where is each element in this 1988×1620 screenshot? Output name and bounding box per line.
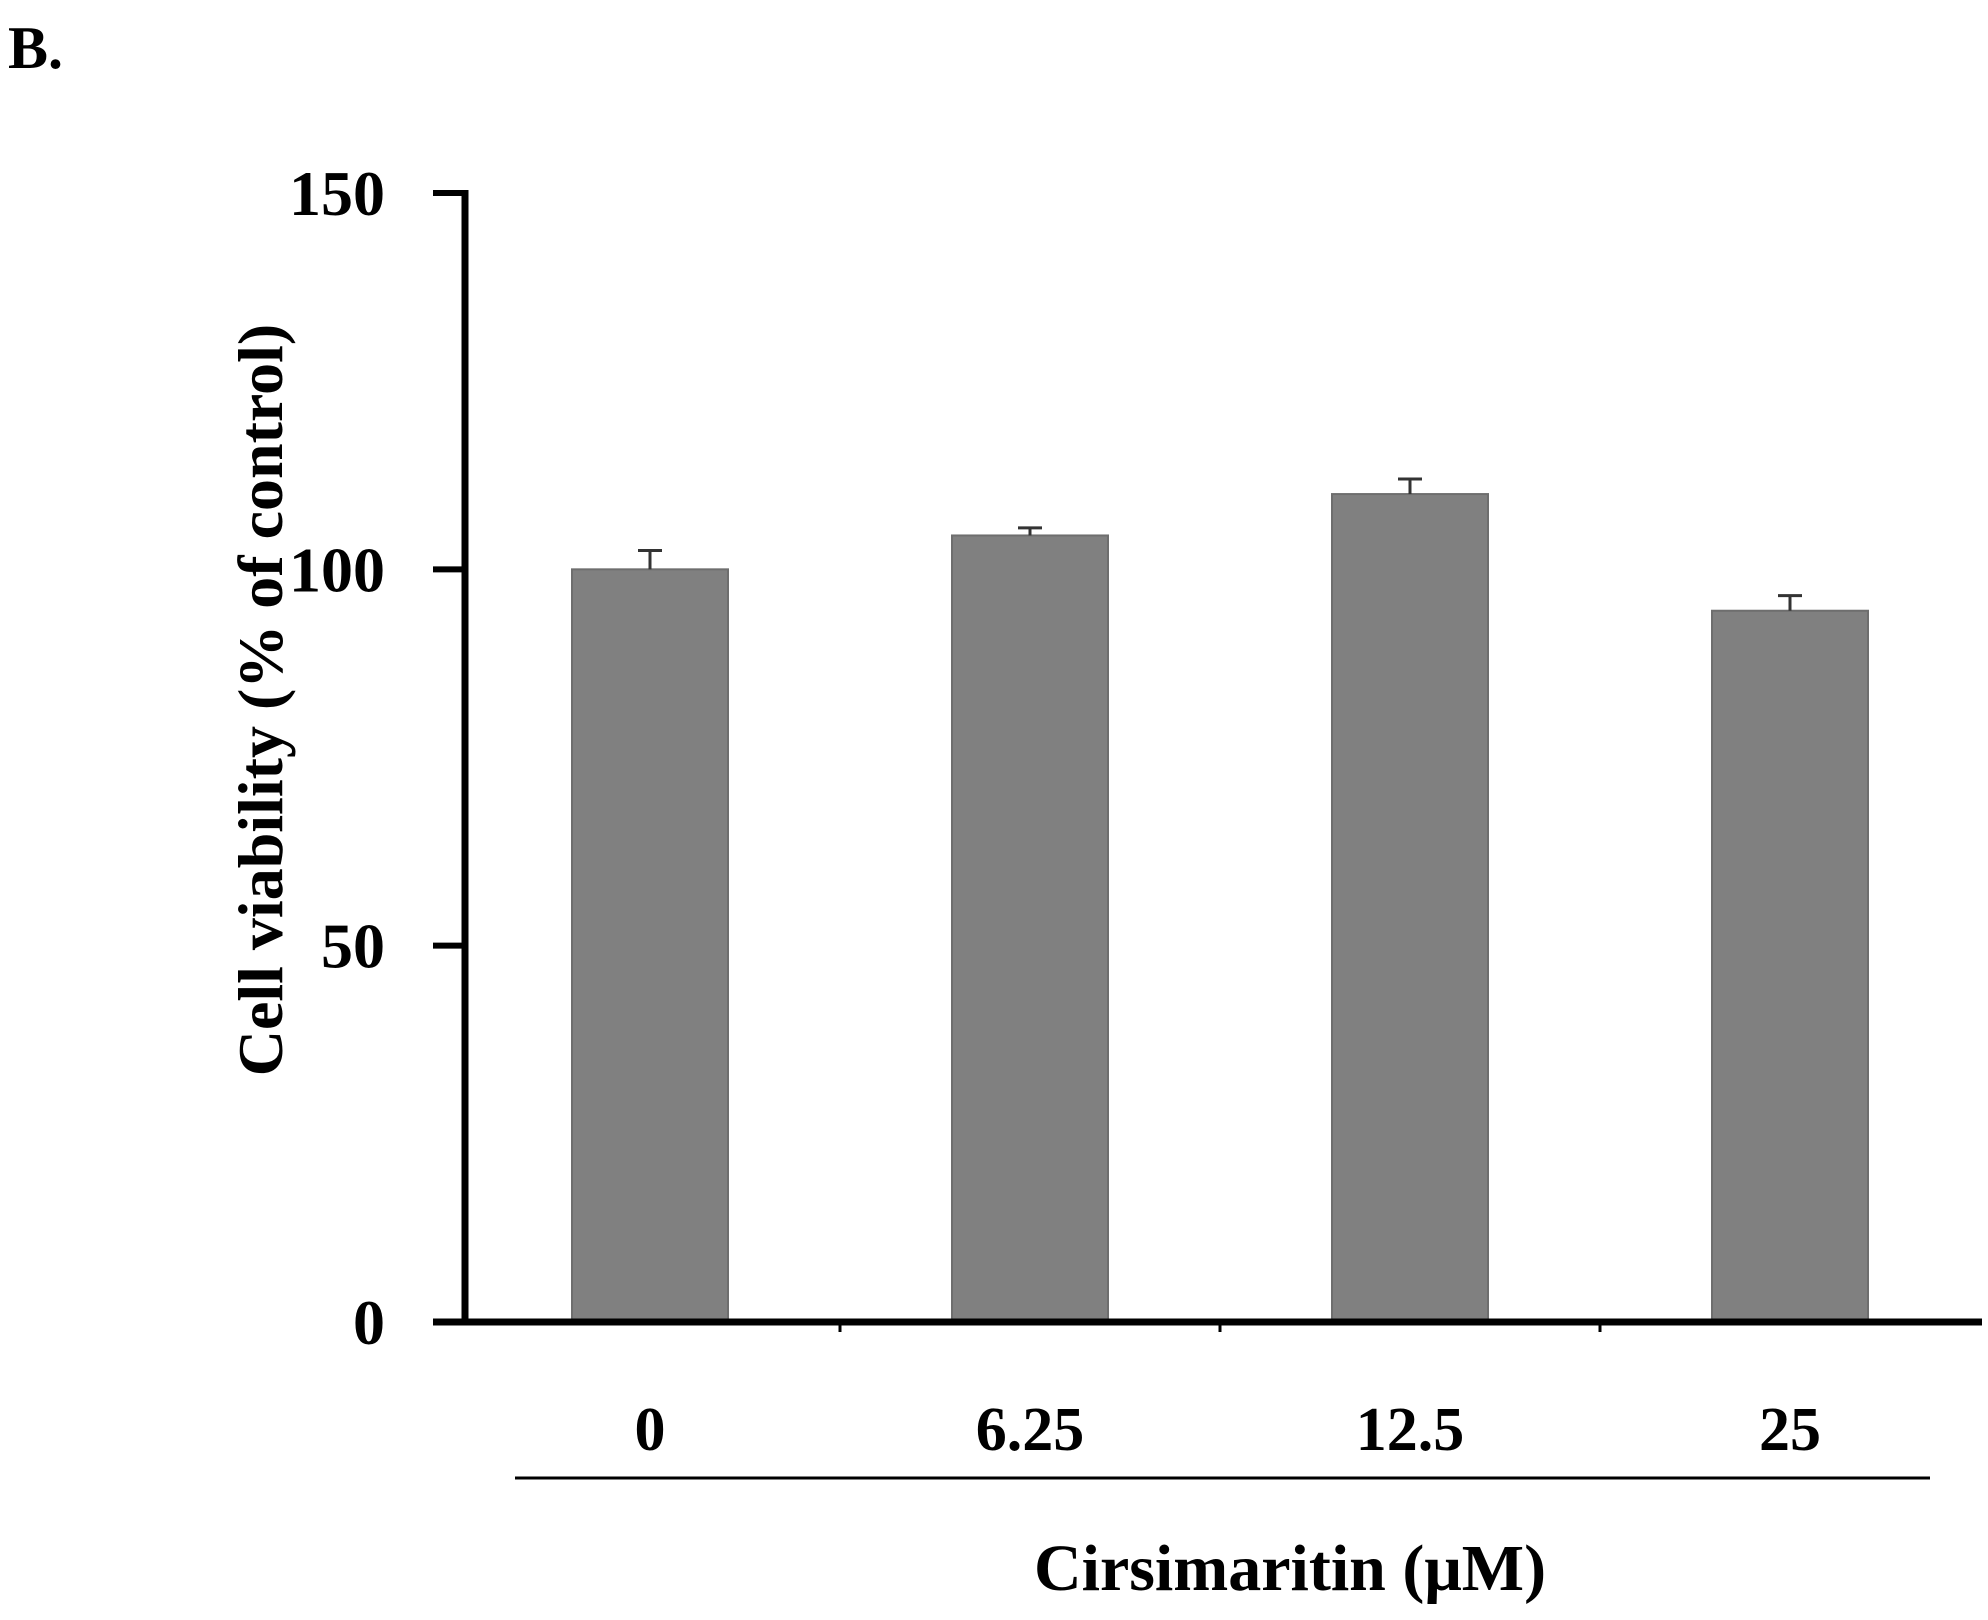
y-tick-label: 50 [321, 911, 385, 982]
x-tick-label: 12.5 [1356, 1396, 1465, 1464]
x-tick-label: 0 [635, 1396, 666, 1464]
x-tick-label: 6.25 [976, 1396, 1085, 1464]
bar-6.25 [951, 534, 1109, 1323]
bars-group [571, 493, 1869, 1324]
bar-25 [1711, 609, 1869, 1323]
x-axis-label: Cirsimaritin (μM) [1034, 1532, 1546, 1605]
y-tick-label: 0 [353, 1287, 385, 1358]
y-tick-label: 150 [289, 158, 385, 229]
bar-0 [571, 568, 729, 1323]
y-axis-label: Cell viability (% of control) [225, 324, 296, 1077]
panel-label: B. [8, 15, 63, 81]
bar-12.5 [1331, 493, 1489, 1324]
x-tick-labels-group: 0 6.25 12.5 25 [635, 1396, 1822, 1464]
x-tick-label: 25 [1759, 1396, 1821, 1464]
y-tick-label: 100 [289, 534, 385, 605]
x-tick-marks-group [838, 1322, 1602, 1332]
y-ticks-group: 0 50 100 150 [289, 158, 465, 1358]
error-bars-group [638, 477, 1802, 611]
